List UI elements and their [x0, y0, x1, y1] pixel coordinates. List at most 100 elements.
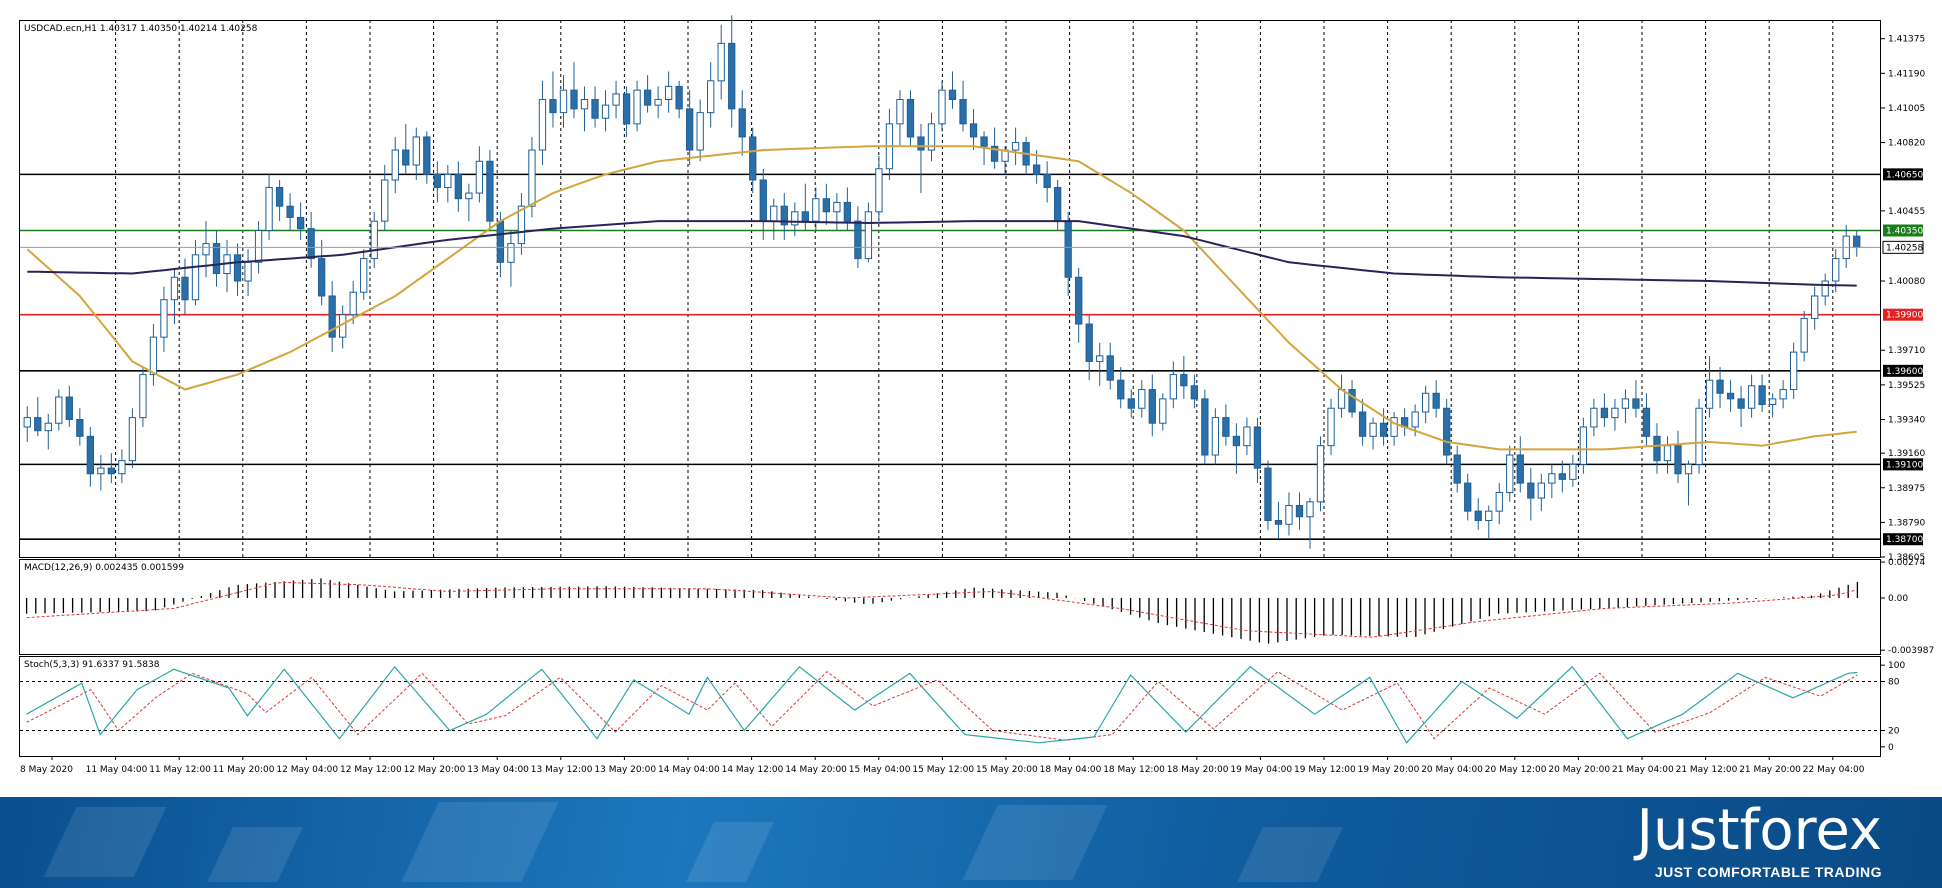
macd-tick-label: 0.00274: [1888, 558, 1925, 568]
candle-body: [191, 254, 200, 301]
candle-body: [1348, 389, 1356, 413]
candle-body: [423, 136, 431, 175]
price-tick-label: 1.39525: [1888, 381, 1925, 391]
candle-body: [1464, 482, 1472, 512]
candle-body: [707, 80, 715, 114]
level-label-box: [1883, 533, 1923, 546]
candle-body: [296, 216, 305, 230]
candle-body: [654, 99, 662, 106]
candle-body: [1853, 235, 1861, 248]
candle-body: [675, 85, 683, 110]
price-tick-label: 1.38790: [1888, 518, 1925, 528]
price-tick-label: 1.39710: [1888, 346, 1925, 356]
macd-panel-title: MACD(12,26,9) 0.002435 0.001599: [24, 563, 184, 573]
brand-logo: Justforex: [1636, 798, 1882, 863]
candle-body: [1726, 392, 1735, 400]
candle-body: [86, 435, 94, 475]
level-label: 1.39900: [1886, 311, 1923, 321]
candle-body: [254, 229, 263, 263]
stochastic-k-line: [26, 665, 1858, 744]
candle-body: [738, 108, 746, 138]
candle-body: [749, 136, 757, 181]
time-tick-label: 14 May 12:00: [722, 765, 784, 775]
candle-body: [1211, 417, 1220, 456]
candle-body: [517, 205, 526, 245]
candle-body: [1821, 280, 1829, 297]
candle-body: [454, 173, 462, 200]
candle-body: [1506, 454, 1514, 493]
candle-body: [1832, 258, 1840, 282]
candle-body: [1285, 505, 1293, 525]
level-label: 1.39600: [1886, 367, 1923, 377]
time-tick-label: 18 May 12:00: [1103, 765, 1165, 775]
time-tick-label: 11 May 12:00: [149, 765, 211, 775]
candle-body: [1295, 505, 1304, 518]
candle-body: [696, 112, 704, 151]
candle-body: [791, 211, 799, 226]
candle-body: [1779, 389, 1787, 400]
candle-body: [1043, 173, 1051, 188]
current-price-box: [1882, 240, 1924, 254]
candle-body: [927, 123, 936, 151]
candle-body: [1537, 482, 1545, 499]
candle-body: [664, 85, 673, 101]
candle-body: [1169, 374, 1177, 400]
macd-tick-label: 0.00: [1888, 594, 1908, 604]
candle-body: [128, 417, 137, 462]
time-tick-label: 20 May 04:00: [1421, 765, 1483, 775]
candle-body: [1274, 520, 1283, 525]
level-label-box: [1883, 224, 1923, 237]
level-label-box: [1883, 458, 1923, 471]
candle-body: [1443, 407, 1451, 456]
candle-body: [591, 99, 599, 119]
candle-body: [1495, 491, 1503, 512]
candle-body: [1716, 379, 1724, 394]
candle-body: [65, 396, 73, 420]
time-tick-label: 21 May 12:00: [1676, 765, 1738, 775]
level-label: 1.38700: [1886, 535, 1923, 545]
candle-body: [1222, 417, 1230, 437]
level-label-box: [1883, 168, 1923, 181]
candle-body: [580, 99, 589, 110]
candle-body: [601, 104, 610, 119]
candle-body: [948, 89, 957, 101]
candle-body: [1148, 389, 1156, 424]
candle-body: [170, 276, 179, 301]
candle-body: [1190, 385, 1198, 400]
candle-body: [1527, 482, 1535, 499]
time-tick-label: 15 May 12:00: [912, 765, 974, 775]
time-tick-label: 18 May 04:00: [1040, 765, 1102, 775]
candle-body: [507, 243, 515, 263]
price-tick-label: 1.39160: [1888, 449, 1925, 459]
candle-body: [528, 149, 536, 207]
time-tick-label: 14 May 20:00: [785, 765, 847, 775]
candle-body: [843, 201, 852, 222]
candle-body: [854, 220, 862, 260]
candle-body: [570, 89, 578, 110]
candle-body: [1096, 355, 1104, 362]
candle-body: [1422, 392, 1430, 413]
price-tick-label: 1.41005: [1888, 104, 1925, 114]
candle-body: [391, 149, 399, 181]
candle-body: [1390, 417, 1398, 437]
brand-block: Justforex JUST COMFORTABLE TRADING: [1552, 798, 1882, 881]
candle-body: [328, 295, 336, 338]
stoch-tick-label: 80: [1888, 678, 1900, 688]
candle-body: [1159, 398, 1167, 424]
stochastic-d-line: [26, 671, 1858, 741]
level-label: 1.40350: [1886, 226, 1923, 236]
candle-body: [1358, 411, 1367, 437]
stoch-panel-title: Stoch(5,3,3) 91.6337 91.5838: [24, 660, 160, 670]
price-tick-label: 1.40820: [1888, 139, 1925, 149]
time-tick-label: 14 May 04:00: [658, 765, 720, 775]
time-tick-label: 11 May 20:00: [213, 765, 275, 775]
candle-body: [1316, 445, 1325, 503]
macd-tick-label: -0.003987: [1888, 646, 1934, 656]
candle-body: [1663, 445, 1672, 462]
candle-body: [633, 89, 641, 125]
candle-body: [801, 211, 809, 222]
candle-body: [107, 467, 116, 475]
time-tick-label: 21 May 04:00: [1612, 765, 1674, 775]
candle-body: [1516, 454, 1524, 484]
current-price-label: 1.40258: [1886, 243, 1923, 253]
